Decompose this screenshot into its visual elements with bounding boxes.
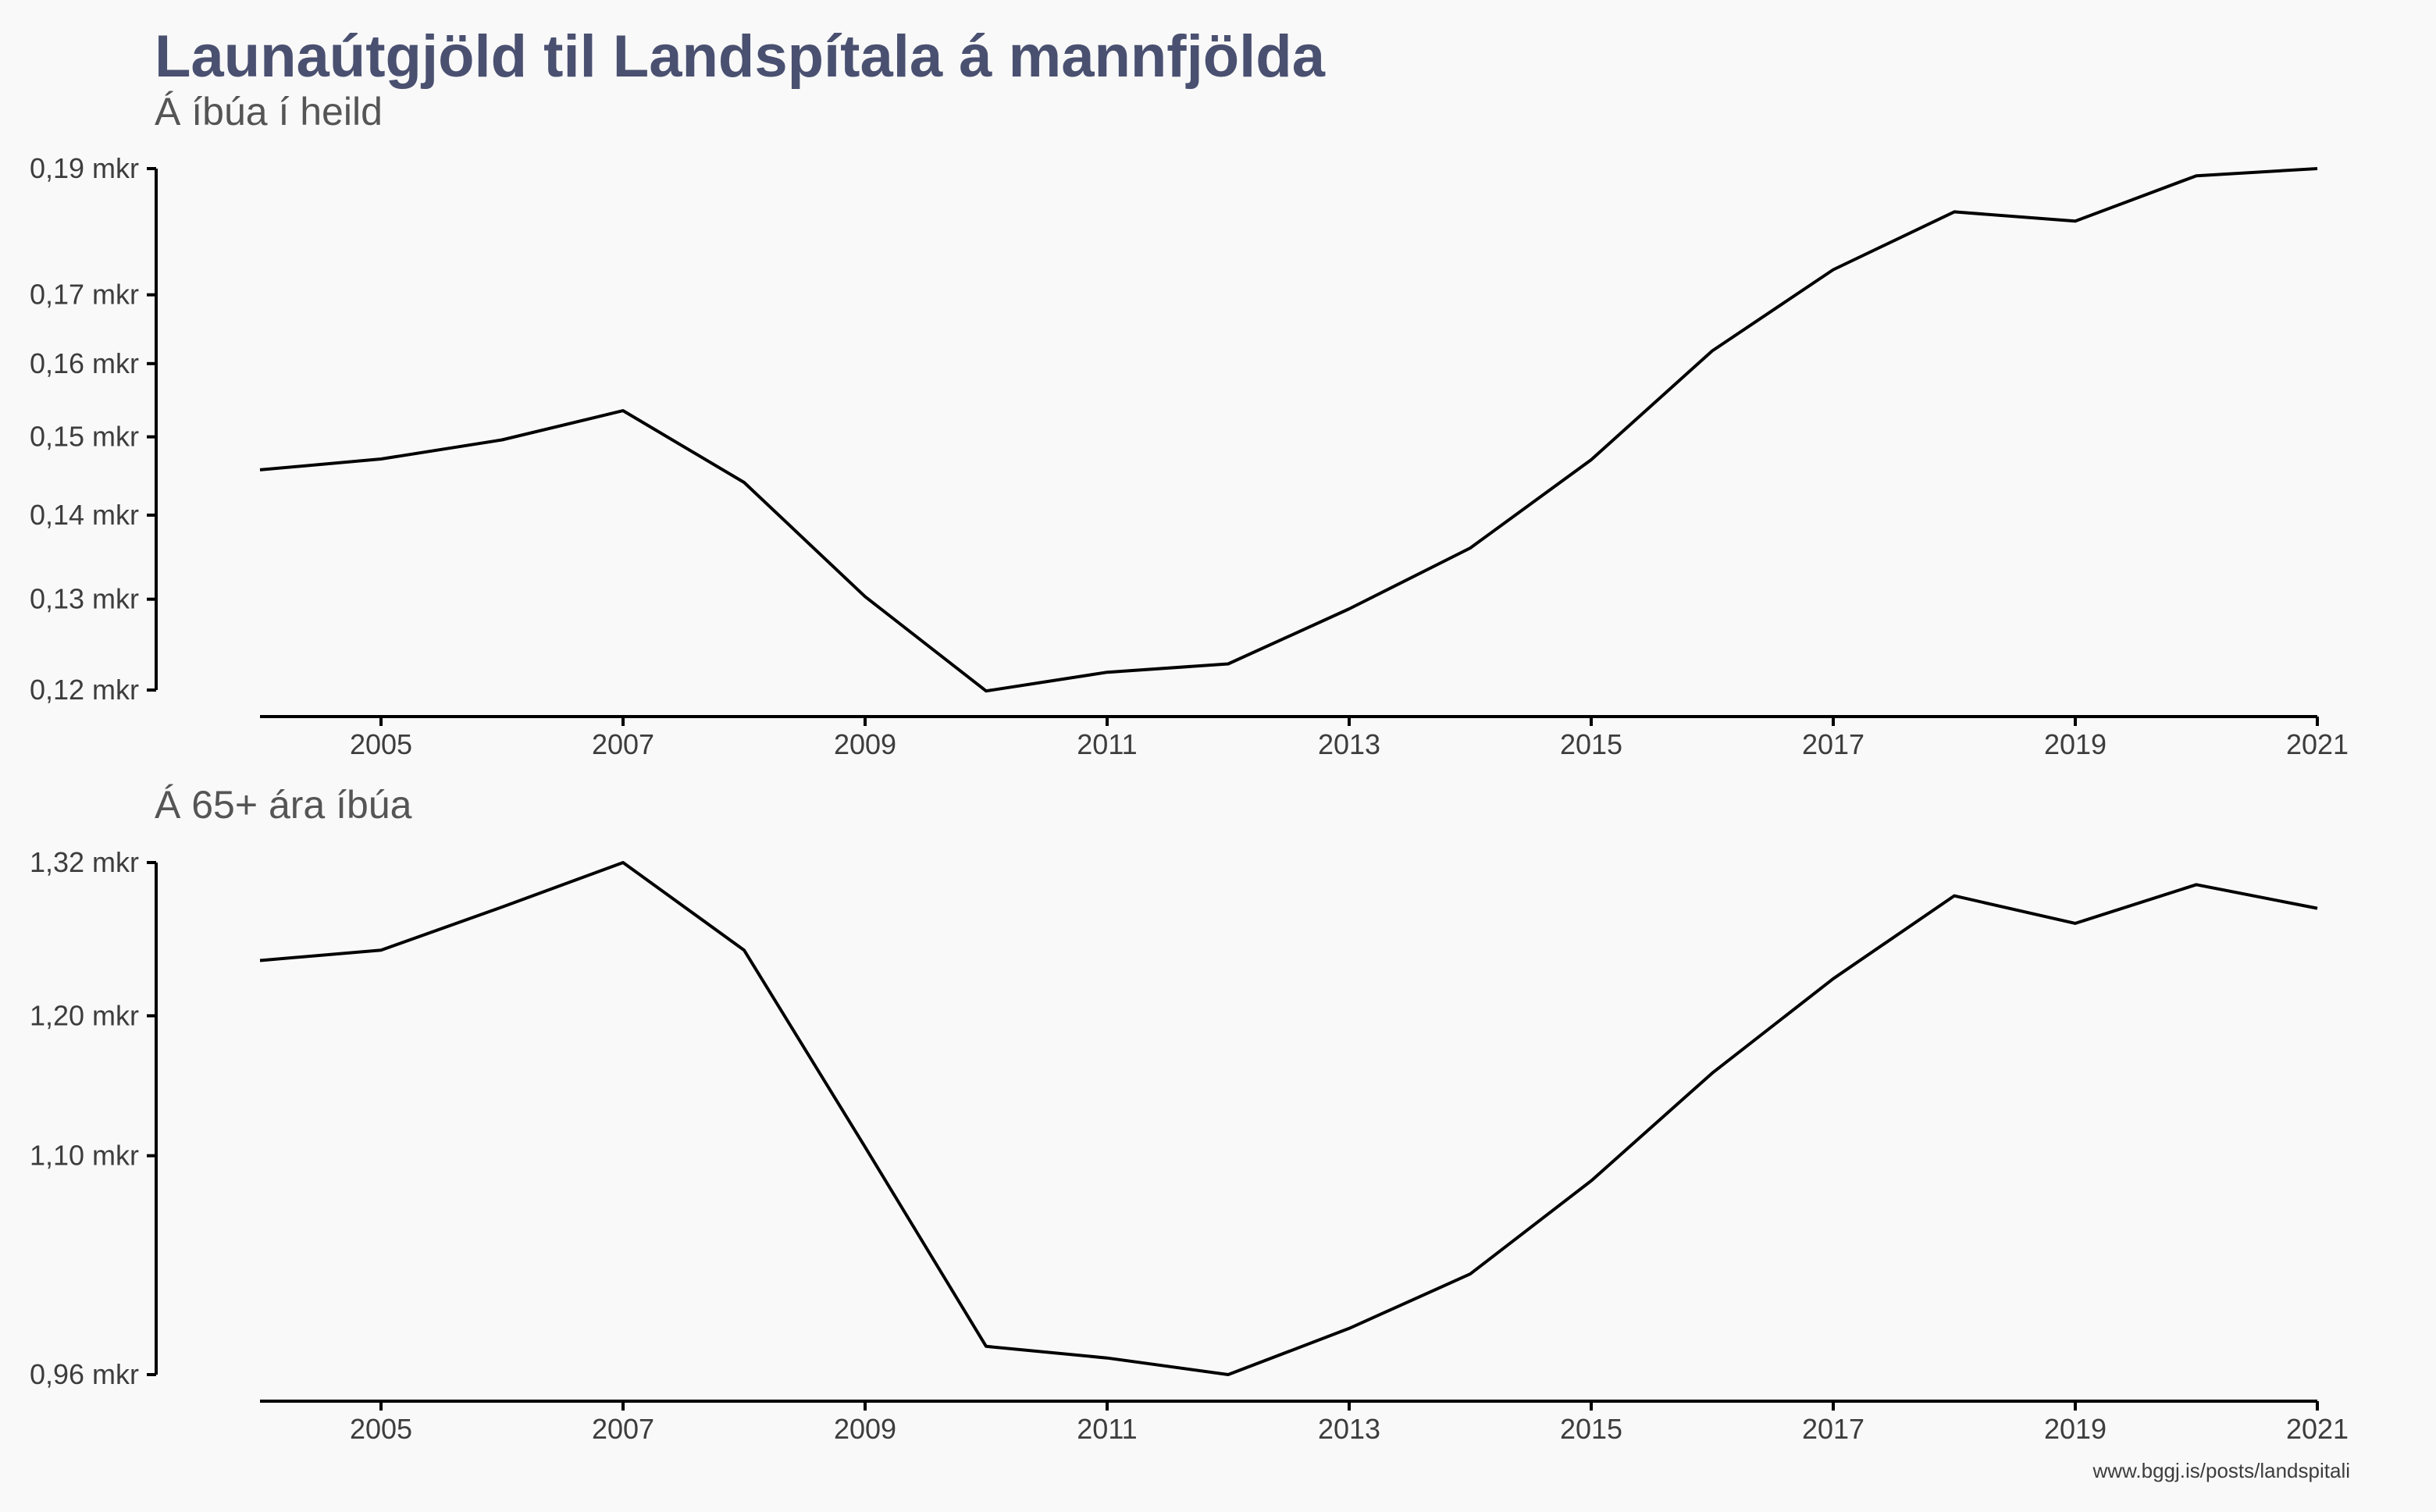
- panel-2-x-tick-label: 2005: [350, 1413, 412, 1445]
- panel-2-y-tick-label: 1,10 mkr: [30, 1140, 139, 1172]
- panel-2-y-tick-label: 1,20 mkr: [30, 999, 139, 1031]
- panel-2-series-line: [259, 861, 2318, 1376]
- chart-title: Launaútgjöld til Landspítala á mannfjöld…: [155, 23, 1326, 90]
- panel-1-x-tick-label: 2009: [834, 728, 896, 760]
- panel-2-x-tick-label: 2019: [2044, 1413, 2107, 1445]
- panel-2-x-tick-label: 2009: [834, 1413, 896, 1445]
- panel-2-x-tick-label: 2021: [2286, 1413, 2349, 1445]
- panel-1-subtitle: Á íbúa í heild: [155, 90, 383, 133]
- panel-1-x-tick-label: 2013: [1318, 728, 1380, 760]
- panel-2-subtitle: Á 65+ ára íbúa: [155, 783, 412, 827]
- panel-2-y-tick-label: 1,32 mkr: [30, 846, 139, 878]
- panel-1-y-tick-label: 0,17 mkr: [30, 279, 139, 311]
- panel-1-y-tick-label: 0,12 mkr: [30, 674, 139, 706]
- panel-2-x-tick-label: 2015: [1560, 1413, 1622, 1445]
- panel-1-x-tick-label: 2007: [592, 728, 654, 760]
- panel-1-plot: 0,12 mkr 0,13 mkr 0,14 mkr 0,15 mkr 0,16 mkr…: [30, 152, 2349, 760]
- panel-2-x-tick-label: 2011: [1077, 1413, 1137, 1445]
- source-caption: www.bggj.is/posts/landspitali: [2092, 1459, 2351, 1482]
- panel-1-x-tick-label: 2005: [350, 728, 412, 760]
- panel-1-series-line: [259, 167, 2318, 693]
- panel-2-x-tick-label: 2013: [1318, 1413, 1380, 1445]
- panel-2-x-tick-label: 2007: [592, 1413, 654, 1445]
- panel-1-y-tick-label: 0,15 mkr: [30, 421, 139, 453]
- panel-1-x-tick-label: 2015: [1560, 728, 1622, 760]
- panel-1-x-tick-label: 2011: [1077, 728, 1137, 760]
- panel-2-plot: 0,96 mkr 1,10 mkr 1,20 mkr 1,32 mkr 2005 2007…: [30, 846, 2349, 1445]
- panel-1-y-tick-label: 0,19 mkr: [30, 152, 139, 184]
- panel-1-y-tick-label: 0,14 mkr: [30, 499, 139, 531]
- panel-2-y-tick-label: 0,96 mkr: [30, 1358, 139, 1390]
- panel-1-y-tick-label: 0,13 mkr: [30, 583, 139, 615]
- panel-2-x-tick-label: 2017: [1802, 1413, 1864, 1445]
- panel-1-x-tick-label: 2017: [1802, 728, 1864, 760]
- panel-1-x-tick-label: 2019: [2044, 728, 2107, 760]
- panel-1-x-tick-label: 2021: [2286, 728, 2349, 760]
- panel-1-y-tick-label: 0,16 mkr: [30, 347, 139, 379]
